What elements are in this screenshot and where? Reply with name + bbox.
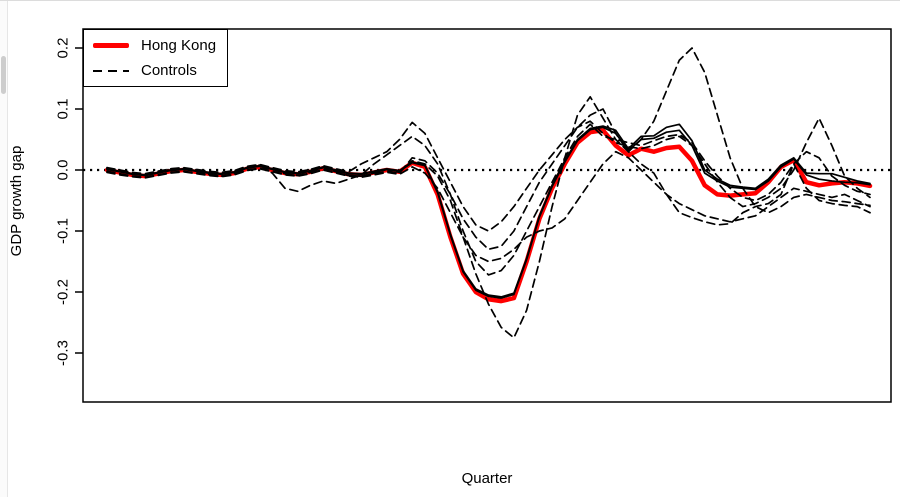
series-line-control-estimate-a xyxy=(106,123,871,298)
legend-line-sample-red xyxy=(93,43,129,48)
legend-item-hong-kong: Hong Kong xyxy=(93,36,227,55)
y-tick-label: -0.2 xyxy=(54,279,71,305)
y-tick-label: -0.1 xyxy=(54,218,71,244)
y-tick-label: 0.0 xyxy=(54,160,71,181)
y-axis-title: GDP growth gap xyxy=(8,145,25,257)
y-tick-label: 0.2 xyxy=(54,38,71,59)
series-line-control-4 xyxy=(106,150,871,263)
legend-label-controls: Controls xyxy=(141,62,197,79)
series-line-control-estimate-b xyxy=(106,126,871,299)
series-line-control-2 xyxy=(106,47,871,251)
chart-legend: Hong Kong Controls xyxy=(83,29,228,87)
left-scrollbar-track xyxy=(0,1,8,497)
y-tick-label: -0.3 xyxy=(54,340,71,366)
series-line-control-1 xyxy=(106,95,871,339)
plot-box xyxy=(82,28,892,403)
series-line-control-5 xyxy=(106,123,871,276)
x-axis-title: Quarter xyxy=(461,470,513,487)
legend-item-controls: Controls xyxy=(93,61,227,80)
legend-label-hong-kong: Hong Kong xyxy=(141,37,217,54)
legend-line-sample-dashed xyxy=(93,69,129,72)
scrollbar-thumb[interactable] xyxy=(1,56,6,94)
y-tick-label: 0.1 xyxy=(54,99,71,120)
series-line-control-3 xyxy=(106,117,871,232)
